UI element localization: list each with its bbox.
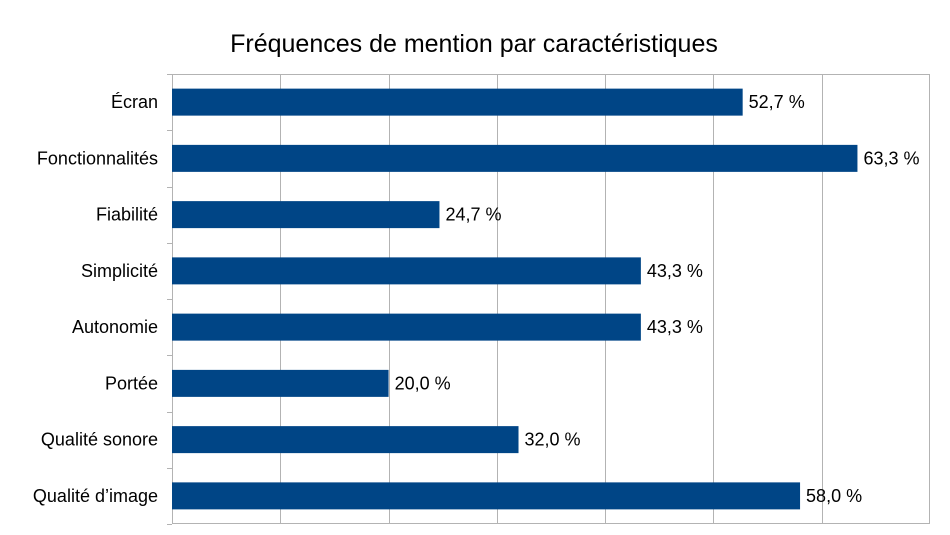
grid bbox=[167, 74, 930, 525]
value-labels: 52,7 % 63,3 % 24,7 % 43,3 % 43,3 % 20,0 % 32,0… bbox=[395, 92, 920, 506]
bar bbox=[172, 313, 641, 341]
bar bbox=[172, 482, 801, 510]
bar bbox=[172, 201, 440, 229]
category-label: Qualité sonore bbox=[41, 430, 158, 450]
category-label: Fiabilité bbox=[96, 205, 158, 225]
data-label: 24,7 % bbox=[445, 205, 501, 225]
category-label: Simplicité bbox=[81, 261, 158, 281]
category-label: Qualité d’image bbox=[33, 486, 158, 506]
bar bbox=[172, 369, 389, 397]
bar bbox=[172, 144, 858, 172]
bar bbox=[172, 257, 641, 285]
data-label: 32,0 % bbox=[525, 430, 581, 450]
category-label: Écran bbox=[111, 92, 158, 112]
data-label: 43,3 % bbox=[647, 261, 703, 281]
data-label: 52,7 % bbox=[749, 92, 805, 112]
chart-title: Fréquences de mention par caractéristiqu… bbox=[230, 30, 718, 58]
data-label: 20,0 % bbox=[395, 373, 451, 393]
category-labels: Écran Fonctionnalités Fiabilité Simplicité A… bbox=[33, 92, 158, 506]
plot-frame bbox=[172, 74, 930, 524]
category-label: Fonctionnalités bbox=[37, 148, 158, 168]
category-label: Portée bbox=[105, 373, 158, 393]
category-label: Autonomie bbox=[72, 317, 158, 337]
bar bbox=[172, 426, 519, 454]
bar bbox=[172, 88, 743, 116]
bars bbox=[172, 88, 858, 510]
data-label: 43,3 % bbox=[647, 317, 703, 337]
data-label: 63,3 % bbox=[863, 148, 919, 168]
data-label: 58,0 % bbox=[806, 486, 862, 506]
